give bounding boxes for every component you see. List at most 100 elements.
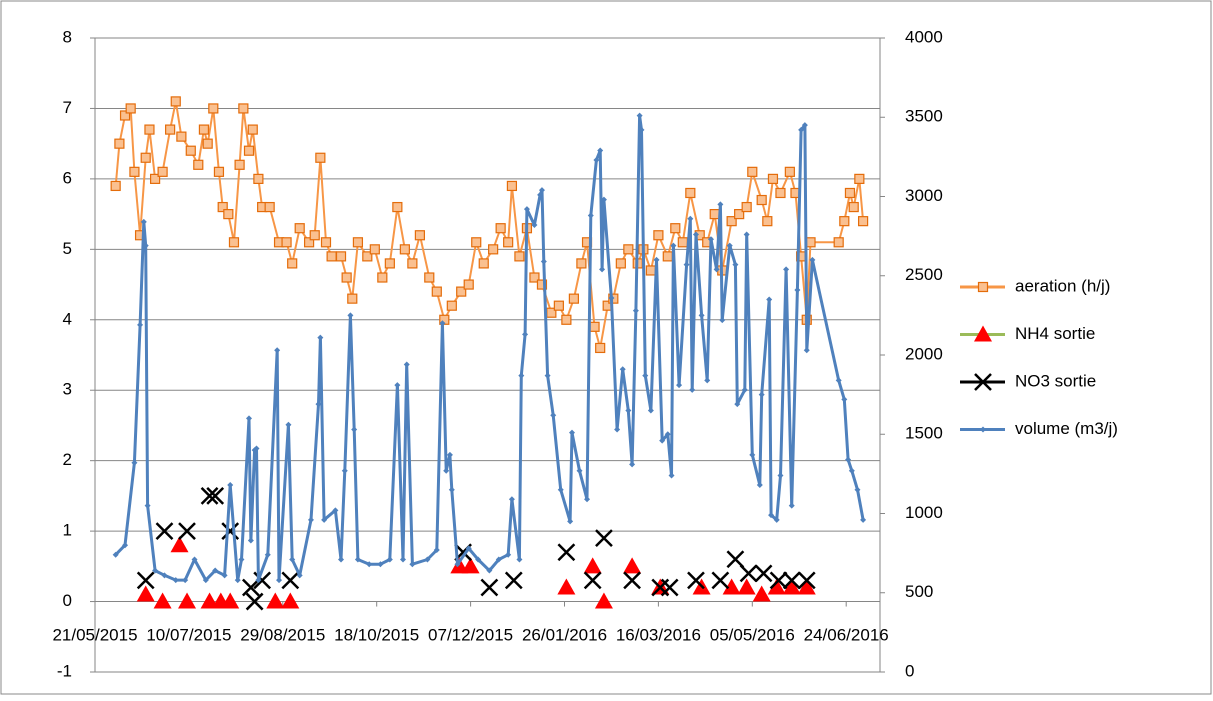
marker: [974, 325, 992, 342]
marker: [206, 487, 225, 505]
marker: [136, 571, 155, 590]
marker: [362, 251, 373, 262]
marker: [782, 571, 801, 590]
marker: [769, 571, 788, 590]
marker: [662, 251, 673, 262]
marker: [567, 518, 574, 525]
marker: [569, 429, 576, 436]
marker: [377, 272, 388, 283]
marker: [303, 237, 315, 248]
marker: [689, 386, 696, 393]
marker: [734, 401, 741, 408]
marker: [377, 561, 384, 568]
x-tick-label: 29/08/2015: [240, 625, 325, 644]
marker: [845, 456, 852, 463]
marker: [446, 451, 453, 458]
marker: [788, 502, 795, 509]
y2-tick-label: 0: [905, 661, 914, 680]
marker: [773, 516, 780, 523]
marker: [608, 294, 615, 301]
marker: [157, 166, 168, 177]
marker: [685, 187, 696, 199]
marker: [522, 331, 529, 338]
marker: [707, 236, 714, 243]
marker: [341, 467, 348, 474]
marker: [294, 223, 305, 234]
marker: [208, 103, 219, 114]
marker: [835, 377, 842, 384]
marker: [583, 571, 602, 590]
legend-label: aeration (h/j): [1015, 276, 1110, 295]
marker: [550, 412, 557, 419]
marker: [583, 557, 602, 574]
marker: [636, 112, 643, 119]
marker: [454, 561, 461, 568]
marker: [495, 223, 506, 234]
marker: [200, 592, 219, 609]
y2-tick-label: 1000: [905, 503, 943, 522]
marker: [212, 567, 219, 574]
marker: [553, 300, 564, 311]
marker: [670, 223, 681, 234]
marker: [366, 561, 373, 568]
marker: [777, 472, 784, 479]
marker: [860, 516, 867, 523]
marker: [557, 486, 564, 493]
marker: [178, 522, 196, 540]
marker: [281, 592, 300, 609]
marker: [504, 571, 523, 590]
marker: [589, 321, 600, 332]
marker: [854, 486, 861, 493]
marker: [692, 231, 699, 238]
marker: [352, 237, 364, 248]
marker: [664, 431, 671, 438]
marker: [241, 578, 260, 597]
legend-label: NH4 sortie: [1015, 324, 1095, 343]
marker: [677, 237, 688, 248]
marker: [495, 556, 502, 563]
legend-item: NH4 sortie: [960, 324, 1095, 343]
marker: [394, 382, 401, 389]
marker: [202, 577, 209, 584]
marker: [221, 572, 228, 579]
marker: [276, 577, 283, 584]
y-tick-label: 2: [63, 450, 72, 469]
marker: [576, 258, 587, 269]
marker: [245, 415, 252, 422]
legend-item: aeration (h/j): [960, 276, 1110, 295]
marker: [296, 572, 303, 579]
marker: [191, 556, 198, 563]
marker: [508, 496, 515, 503]
marker: [576, 467, 583, 474]
marker: [202, 138, 213, 149]
marker: [227, 481, 234, 488]
marker: [341, 272, 352, 283]
marker: [505, 551, 512, 558]
marker: [238, 556, 245, 563]
marker: [974, 373, 992, 391]
y-tick-label: 7: [63, 98, 72, 117]
marker: [384, 258, 395, 269]
x-tick-label: 24/06/2016: [804, 625, 889, 644]
marker: [623, 244, 634, 255]
marker: [557, 543, 576, 562]
marker: [614, 426, 621, 433]
y-tick-label: 8: [63, 27, 72, 46]
marker: [198, 124, 210, 135]
marker: [456, 286, 467, 297]
marker: [287, 258, 298, 269]
marker: [320, 237, 332, 248]
marker: [839, 216, 850, 227]
marker: [762, 216, 773, 227]
marker: [140, 218, 147, 225]
marker: [747, 166, 758, 177]
marker: [131, 459, 138, 466]
marker: [619, 366, 626, 373]
marker: [594, 592, 613, 609]
marker: [737, 578, 756, 595]
legend-item: NO3 sortie: [960, 371, 1096, 391]
y2-tick-label: 4000: [905, 27, 943, 46]
marker: [741, 201, 752, 213]
